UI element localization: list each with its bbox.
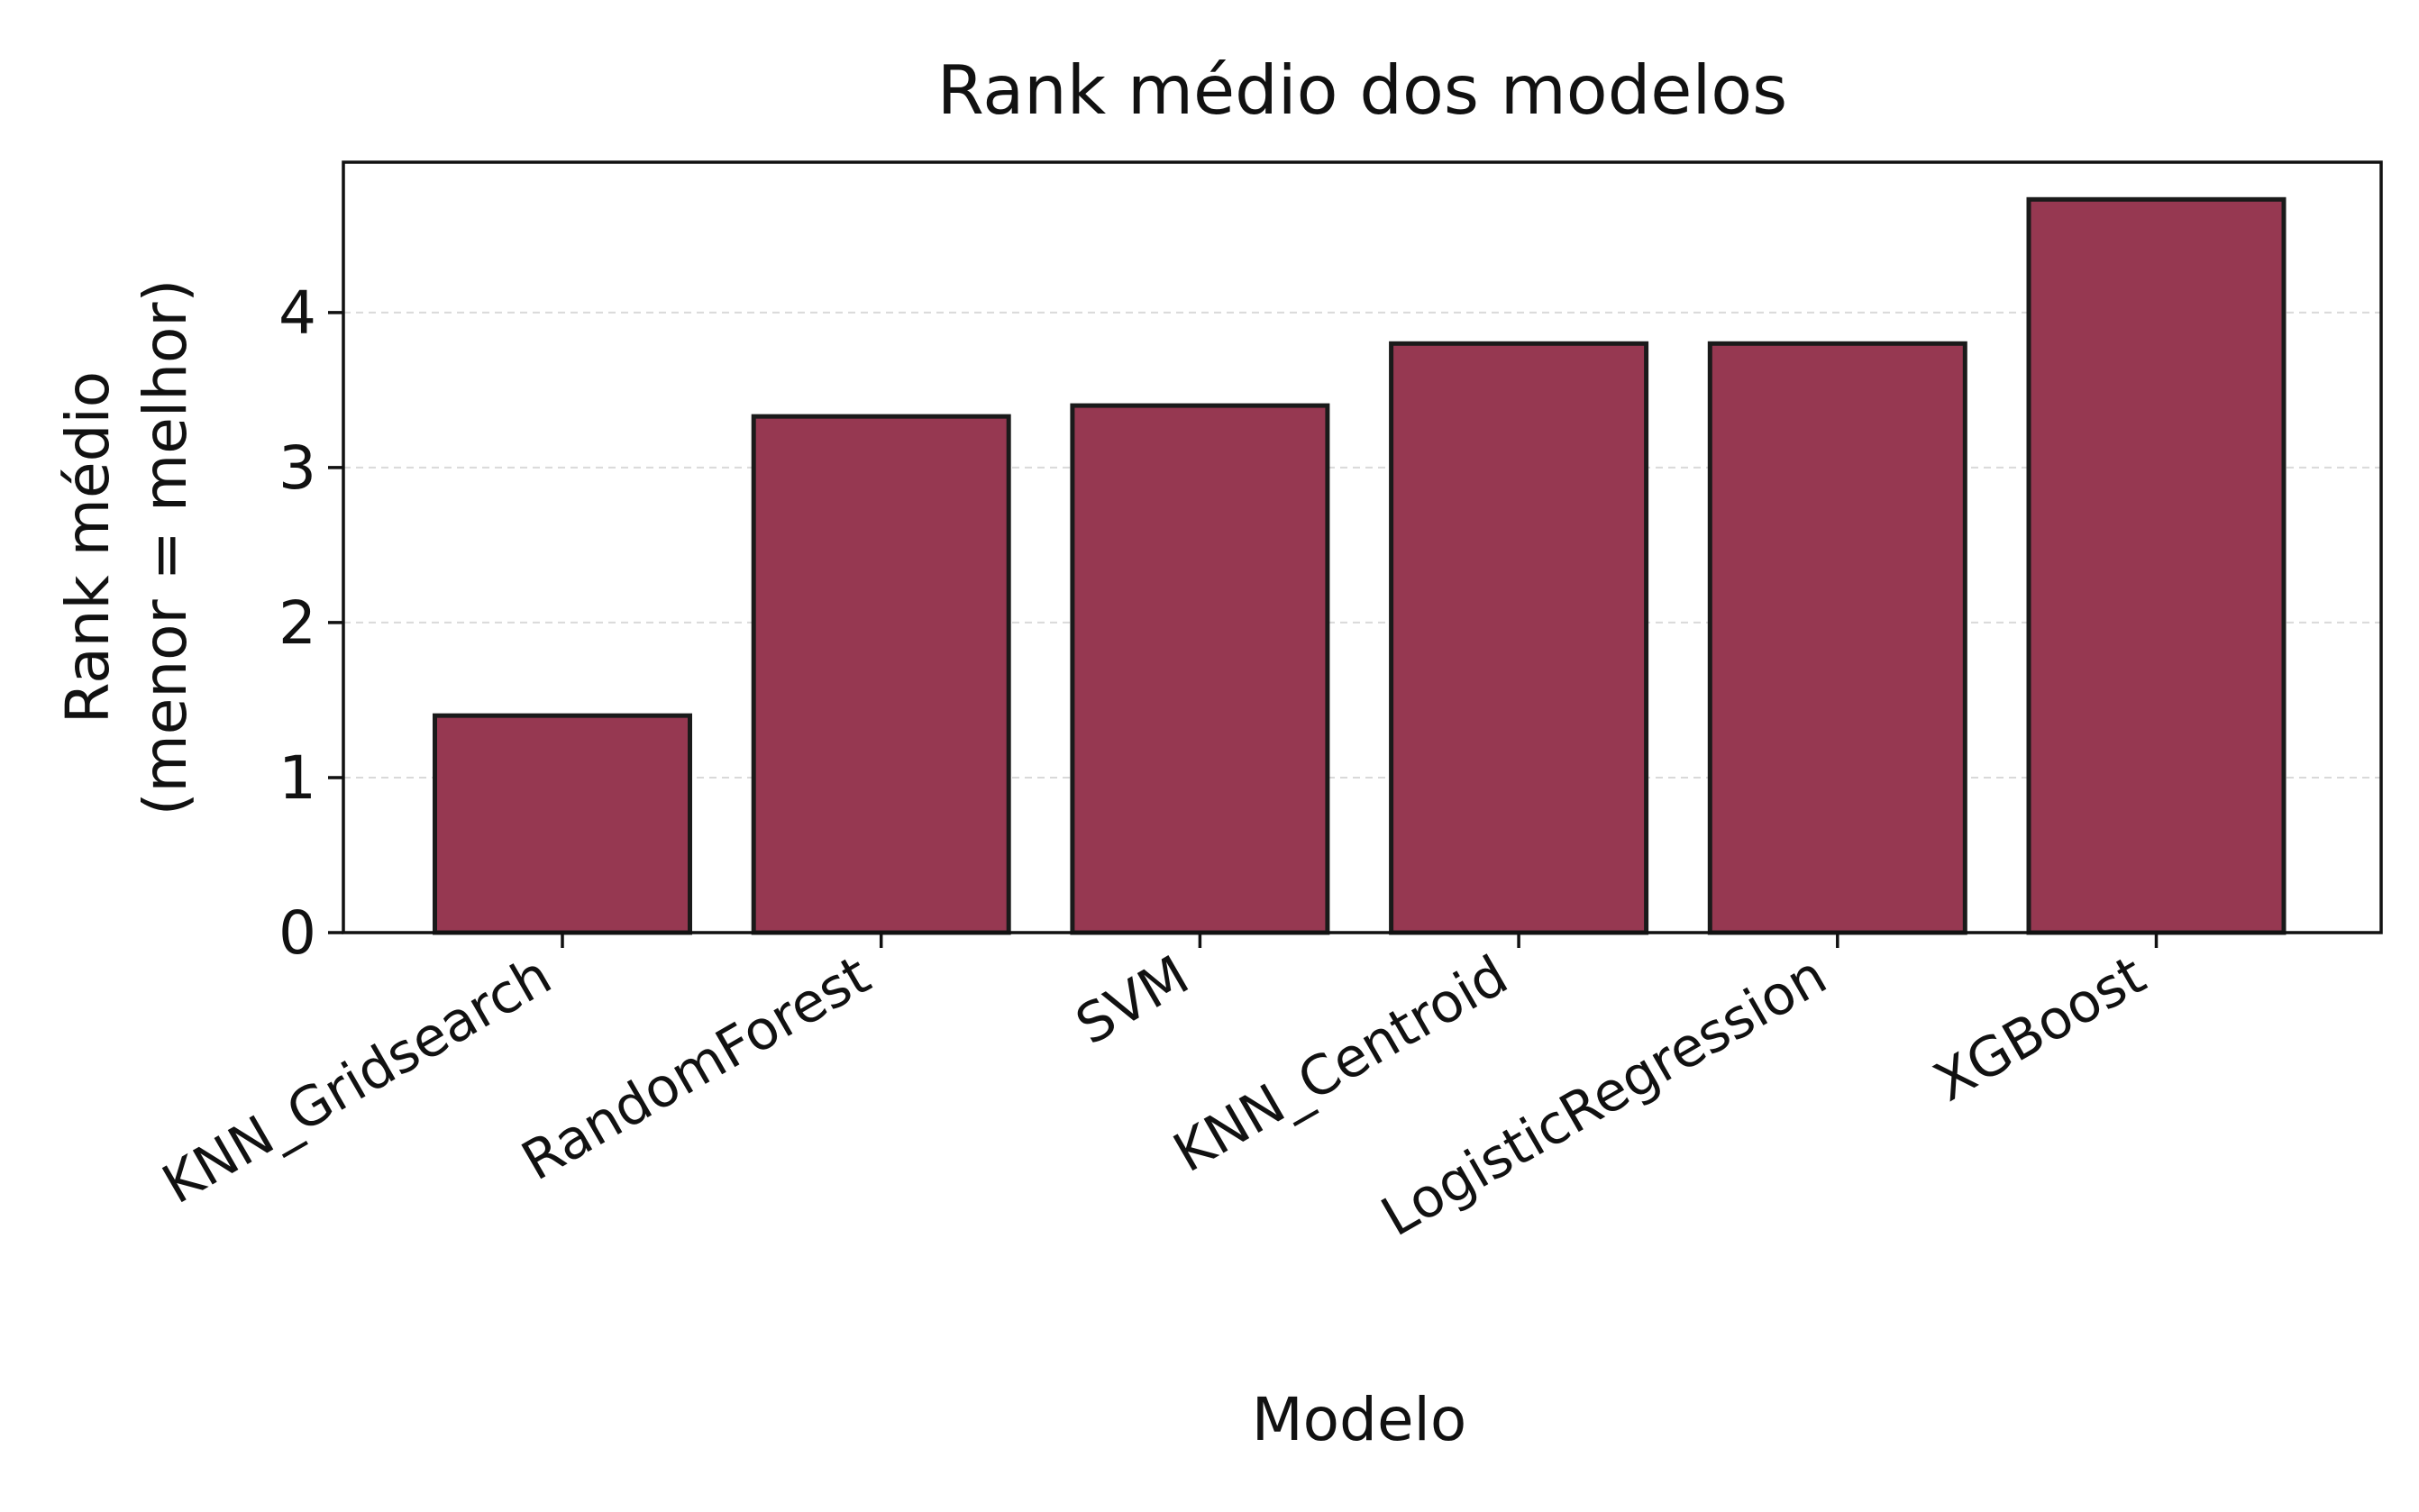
y-axis-label-line-1: Rank médio [53, 371, 123, 724]
bar-knn-gridsearch [433, 713, 692, 935]
bar-svm [1070, 403, 1330, 935]
bars-layer [433, 196, 2287, 935]
y-tick-label-0: 0 [278, 898, 316, 968]
y-tick-label-4: 4 [278, 278, 316, 348]
bar-knn-centroid [1389, 341, 1649, 935]
x-tick-label-randomforest: RandomForest [512, 943, 881, 1193]
bar-logisticregression [1707, 341, 1967, 935]
x-tick-label-knn-gridsearch: KNN_Gridsearch [152, 943, 561, 1216]
y-tick-label-1: 1 [278, 743, 316, 813]
bar-randomforest [751, 414, 1011, 935]
y-tick-label-2: 2 [278, 588, 316, 658]
x-axis-label: Modelo [1252, 1385, 1467, 1454]
plot-frame [342, 160, 2383, 934]
y-tick-label-3: 3 [278, 433, 316, 503]
x-tick-label-xgboost: XGBoost [1923, 943, 2156, 1114]
bar-xgboost [2026, 196, 2287, 935]
y-axis-ticks: 0 1 2 3 4 [278, 278, 343, 968]
y-axis-label-line-2: (menor = melhor) [131, 279, 200, 816]
x-tick-label-svm: SVM [1066, 943, 1200, 1057]
chart-title: Rank médio dos modelos [937, 50, 1788, 130]
